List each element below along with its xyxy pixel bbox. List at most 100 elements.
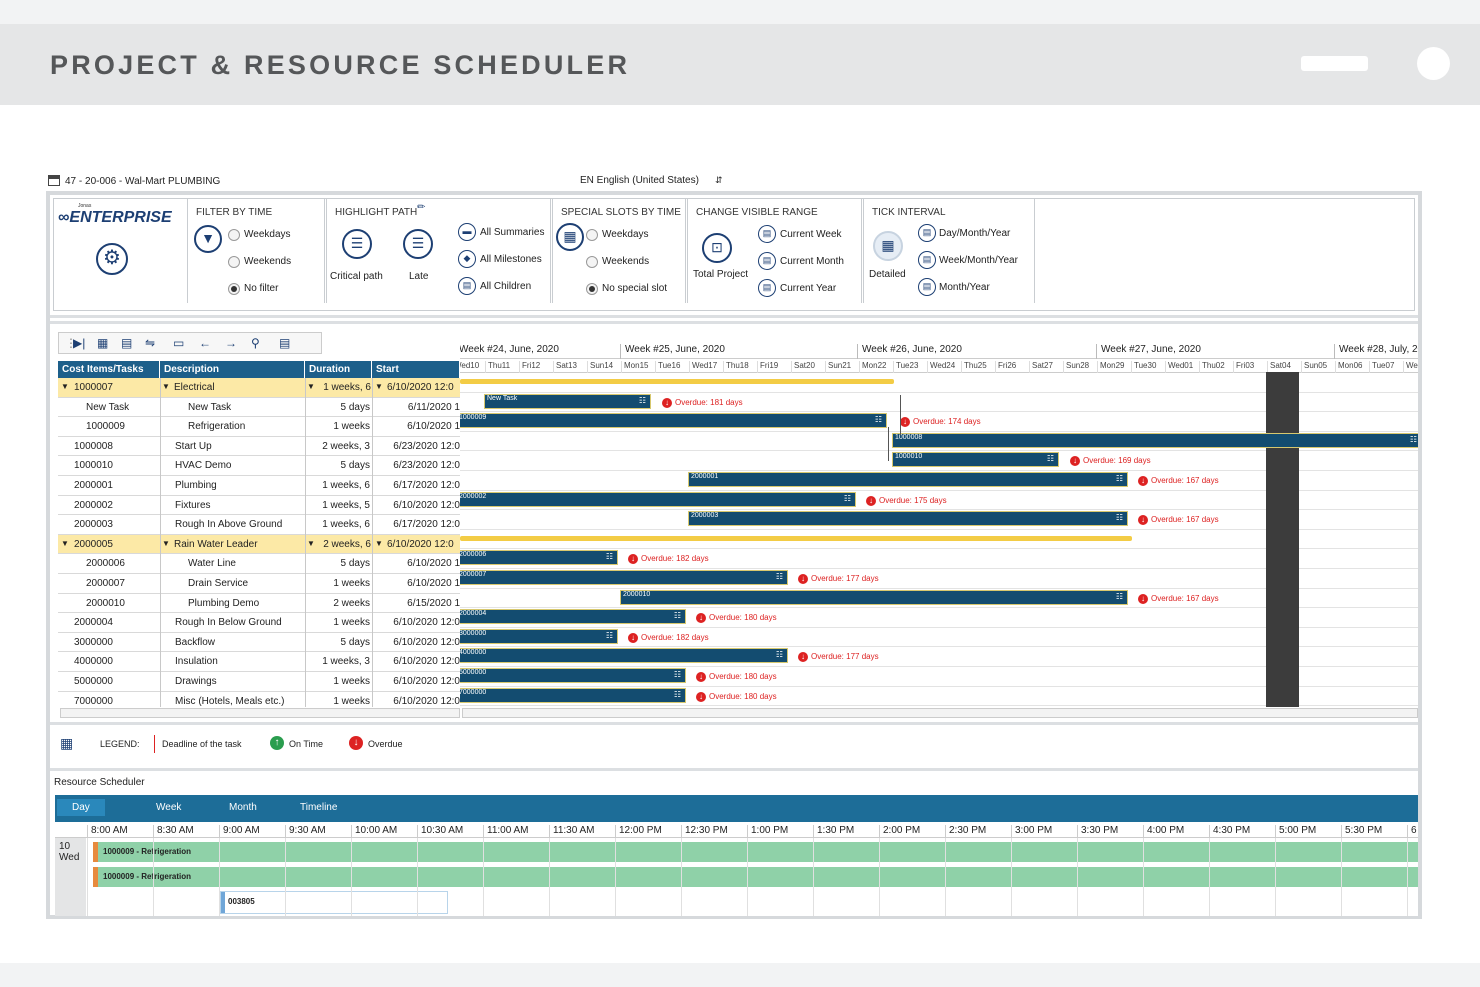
settings-gear-icon[interactable]: ⚙ <box>96 243 128 275</box>
gantt-task-bar[interactable]: 1000008 ☷ <box>892 432 1418 448</box>
booking-bar[interactable]: 1000009 - Refrigeration <box>93 867 1418 887</box>
gantt-task-bar[interactable]: New Task ☷ <box>484 393 651 409</box>
table-row[interactable]: 3000000 Backflow 5 days 6/10/2020 12:0 <box>58 633 460 653</box>
filter-none-radio[interactable]: No filter <box>228 283 278 295</box>
current-month-icon[interactable]: ▤ <box>758 252 776 270</box>
export-icon[interactable]: ▤ <box>279 336 291 350</box>
dropdown-icon[interactable]: ▼ <box>307 382 315 391</box>
all-milestones-icon[interactable]: ◆ <box>458 250 476 268</box>
current-week-button[interactable]: Current Week <box>780 229 842 240</box>
table-row[interactable]: 1000008 Start Up 2 weeks, 3 6/23/2020 12:0 <box>58 437 460 457</box>
unlink-icon[interactable]: ▭ <box>173 336 185 350</box>
dropdown-icon[interactable]: ▼ <box>375 538 383 548</box>
grid-hscrollbar[interactable] <box>60 708 460 718</box>
gantt-hscrollbar[interactable] <box>462 708 1418 718</box>
selected-booking[interactable]: 003805 <box>220 891 448 914</box>
slot-weekdays-radio[interactable]: Weekdays <box>586 229 649 241</box>
table-row[interactable]: 2000001 Plumbing 1 weeks, 6 6/17/2020 12:0 <box>58 476 460 496</box>
tab-month[interactable]: Month <box>229 802 257 813</box>
critical-path-icon[interactable]: ☰ <box>342 229 372 259</box>
dropdown-icon[interactable]: ▼ <box>307 538 315 548</box>
table-row[interactable]: 2000003 Rough In Above Ground 1 weeks, 6 6/… <box>58 515 460 535</box>
col-description[interactable]: Description <box>160 361 305 378</box>
table-row[interactable]: 1000009 Refrigeration 1 weeks 6/10/2020 1 <box>58 417 460 437</box>
booking-bar[interactable]: 1000009 - Refrigeration <box>93 842 1418 862</box>
gantt-task-bar[interactable]: 3000000 ☷ <box>460 628 618 644</box>
gantt-task-bar[interactable]: 2000010 ☷ <box>620 589 1128 605</box>
all-summaries-button[interactable]: All Summaries <box>480 227 545 238</box>
gantt-task-bar[interactable]: 2000006 ☷ <box>460 550 618 566</box>
table-row[interactable]: New Task New Task 5 days 6/11/2020 1 <box>58 398 460 418</box>
slot-weekends-radio[interactable]: Weekends <box>586 256 649 268</box>
dropdown-icon[interactable]: ▼ <box>375 382 383 391</box>
week-month-year-icon[interactable]: ▤ <box>918 251 936 269</box>
columns-icon[interactable]: ▦ <box>97 336 109 350</box>
gantt-task-bar[interactable]: 2000003 ☷ <box>688 511 1128 527</box>
week-month-year-button[interactable]: Week/Month/Year <box>939 255 1018 266</box>
eraser-icon[interactable]: ✏ <box>417 202 426 213</box>
table-row[interactable]: 2000006 Water Line 5 days 6/10/2020 1 <box>58 554 460 574</box>
current-month-button[interactable]: Current Month <box>780 256 844 267</box>
filter-weekdays-radio[interactable]: Weekdays <box>228 229 291 241</box>
language-select[interactable]: EN English (United States) <box>580 175 699 186</box>
late-label[interactable]: Late <box>409 271 429 282</box>
link-icon[interactable]: ⇋ <box>145 336 156 350</box>
table-row[interactable]: 4000000 Insulation 1 weeks, 3 6/10/2020 12:… <box>58 652 460 672</box>
legend-toggle-icon[interactable]: ▦ <box>60 735 74 751</box>
slot-none-radio[interactable]: No special slot <box>586 283 667 295</box>
current-year-icon[interactable]: ▤ <box>758 279 776 297</box>
gantt-task-bar[interactable]: 1000009 ☷ <box>460 413 887 429</box>
table-row[interactable]: 2000007 Drain Service 1 weeks 6/10/2020 1 <box>58 574 460 594</box>
total-project-button[interactable]: Total Project <box>693 269 749 280</box>
special-slots-icon[interactable]: ▦ <box>556 223 584 251</box>
col-duration[interactable]: Duration <box>305 361 372 378</box>
late-icon[interactable]: ☰ <box>403 229 433 259</box>
zoom-icon[interactable]: ⚲ <box>251 336 260 350</box>
gantt-task-bar[interactable]: 2000001 ☷ <box>688 472 1128 487</box>
banner-avatar[interactable] <box>1417 47 1450 80</box>
current-year-button[interactable]: Current Year <box>780 283 837 294</box>
current-week-icon[interactable]: ▤ <box>758 225 776 243</box>
all-summaries-icon[interactable]: ▬ <box>458 223 476 241</box>
filter-icon[interactable]: ▼ <box>194 225 222 253</box>
detailed-icon[interactable]: ▦ <box>873 231 903 261</box>
detailed-button[interactable]: Detailed <box>869 269 906 280</box>
table-row[interactable]: 2000005 ▼ Rain Water Leader ▼ 2 weeks, 6 ▼ ▼ 6/… <box>58 534 460 555</box>
banner-menu-pill[interactable] <box>1301 56 1368 71</box>
move-right-icon[interactable]: → <box>225 336 237 350</box>
month-year-icon[interactable]: ▤ <box>918 278 936 296</box>
table-row[interactable]: 5000000 Drawings 1 weeks 6/10/2020 12:0 <box>58 672 460 692</box>
gantt-task-bar[interactable]: 2000004 ☷ <box>460 609 686 625</box>
day-month-year-icon[interactable]: ▤ <box>918 224 936 242</box>
table-row[interactable]: 2000004 Rough In Below Ground 1 weeks 6/10/… <box>58 613 460 633</box>
tab-day[interactable]: Day <box>57 799 105 816</box>
gantt-task-bar[interactable]: 1000010 ☷ <box>892 452 1059 468</box>
collapse-toggle-icon[interactable]: ▼ <box>162 538 170 548</box>
tab-week[interactable]: Week <box>156 802 182 813</box>
collapse-toggle-icon[interactable]: ▼ <box>61 382 69 391</box>
table-row[interactable]: 1000007 ▼ Electrical ▼ 1 weeks, 6 ▼ ▼ 6/10/2020… <box>58 378 460 398</box>
total-project-icon[interactable]: ⊡ <box>702 233 732 263</box>
expand-icon[interactable]: ▶| <box>73 336 86 350</box>
day-month-year-button[interactable]: Day/Month/Year <box>939 228 1011 239</box>
collapse-toggle-icon[interactable]: ▼ <box>61 538 69 548</box>
table-row[interactable]: 7000000 Misc (Hotels, Meals etc.) 1 weeks 6… <box>58 692 460 707</box>
tab-timeline[interactable]: Timeline <box>300 802 338 813</box>
all-milestones-button[interactable]: All Milestones <box>480 254 542 265</box>
col-cost-items[interactable]: Cost Items/Tasks <box>58 361 160 378</box>
move-left-icon[interactable]: ← <box>199 336 211 350</box>
filter-weekends-radio[interactable]: Weekends <box>228 256 291 268</box>
critical-path-label[interactable]: Critical path <box>330 271 383 282</box>
gantt-summary-bar[interactable] <box>460 535 1132 541</box>
gantt-task-bar[interactable]: 7000000 ☷ <box>460 687 686 703</box>
gantt-task-bar[interactable]: 2000007 ☷ <box>460 570 788 585</box>
all-children-button[interactable]: All Children <box>480 281 532 292</box>
table-row[interactable]: 1000010 HVAC Demo 5 days 6/23/2020 12:0 <box>58 456 460 476</box>
table-row[interactable]: 2000002 Fixtures 1 weeks, 5 6/10/2020 12:0 <box>58 496 460 516</box>
gantt-task-bar[interactable]: 4000000 ☷ <box>460 648 788 664</box>
col-start[interactable]: Start <box>372 361 460 378</box>
collapse-toggle-icon[interactable]: ▼ <box>162 382 170 391</box>
collapse-icon[interactable]: ▤ <box>121 336 133 350</box>
gantt-task-bar[interactable]: 5000000 ☷ <box>460 668 686 683</box>
gantt-task-bar[interactable]: 2000002 ☷ <box>460 491 856 507</box>
